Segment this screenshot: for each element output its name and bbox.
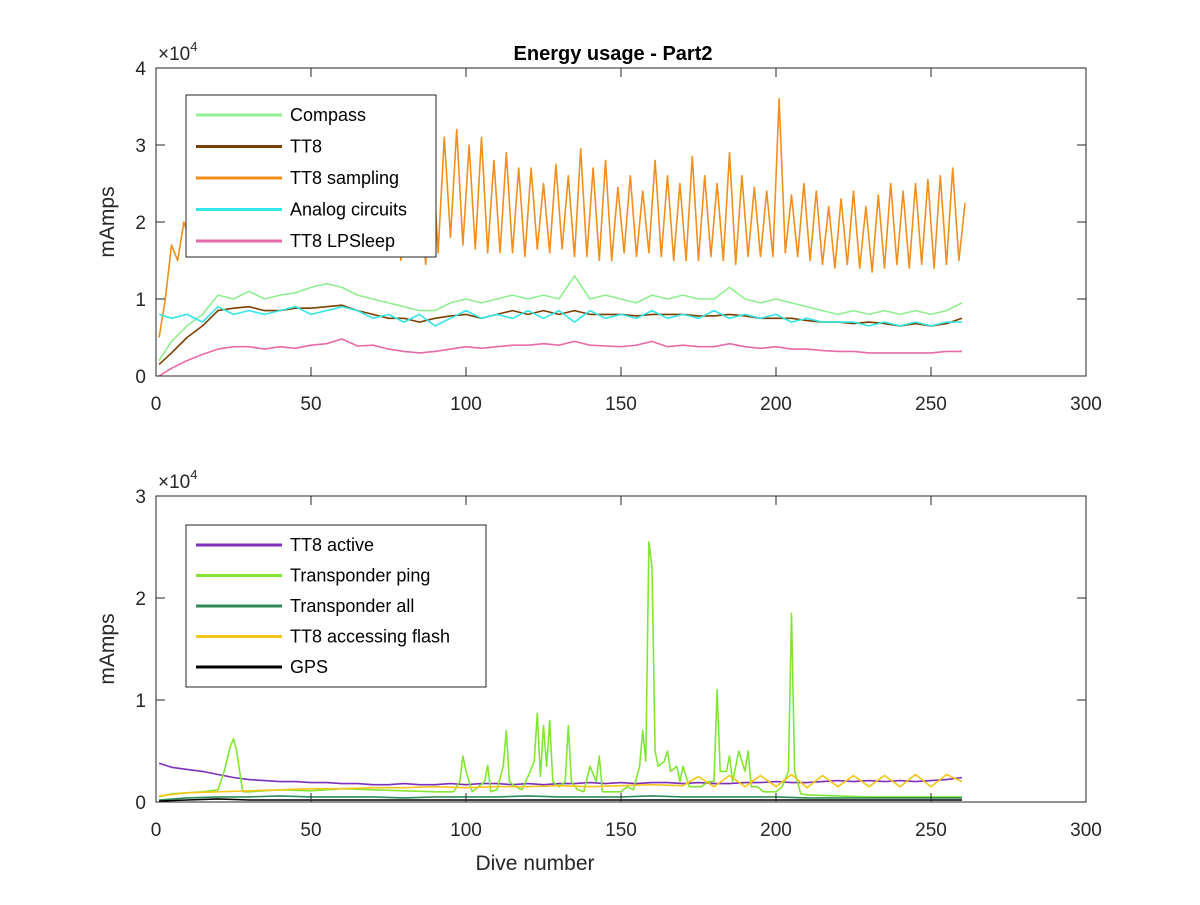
x-tick-label: 200 bbox=[760, 820, 792, 841]
legend-entry: TT8 bbox=[290, 137, 322, 157]
legend-entry: TT8 active bbox=[290, 535, 374, 555]
y-tick-label: 0 bbox=[135, 793, 146, 814]
y-tick-label: 2 bbox=[135, 213, 146, 234]
legend: TT8 active Transponder ping Transponder al… bbox=[185, 524, 487, 688]
x-tick-label: 300 bbox=[1070, 820, 1102, 841]
legend: Compass TT8 TT8 sampling Analog circuits TT8… bbox=[185, 94, 437, 258]
series-line-analog-circuits bbox=[158, 305, 962, 327]
y-tick-label: 3 bbox=[135, 136, 146, 157]
x-tick-label: 150 bbox=[605, 394, 637, 415]
series-line-tt8-active bbox=[158, 762, 963, 786]
series-line-gps bbox=[159, 798, 962, 802]
x-tick-label: 100 bbox=[450, 820, 482, 841]
x-tick-label: 0 bbox=[151, 394, 162, 415]
x-tick-label: 200 bbox=[760, 394, 792, 415]
y-tick-label: 1 bbox=[135, 290, 146, 311]
y-tick-label: 0 bbox=[135, 367, 146, 388]
x-tick-label: 250 bbox=[915, 394, 947, 415]
y-axis-label: mAmps bbox=[96, 186, 119, 257]
x-tick-label: 250 bbox=[915, 820, 947, 841]
series-line-tt8-accessing-flash bbox=[159, 773, 963, 797]
legend-entry: TT8 accessing flash bbox=[290, 627, 450, 647]
chart-1: 0 50 100 150 200 250 300 0 1 2 3 4 ×104 mAmps Energy u… bbox=[96, 39, 1102, 415]
x-axis-label: Dive number bbox=[475, 852, 594, 875]
legend-entry: TT8 LPSleep bbox=[290, 231, 395, 251]
legend-box bbox=[185, 94, 437, 258]
series-line-compass bbox=[158, 275, 963, 362]
chart-title: Energy usage - Part2 bbox=[514, 43, 713, 65]
x-tick-label: 50 bbox=[300, 820, 321, 841]
x-tick-label: 0 bbox=[151, 820, 162, 841]
x-tick-label: 300 bbox=[1070, 394, 1102, 415]
series-line-transponder-ping bbox=[158, 541, 962, 798]
legend-entry: TT8 sampling bbox=[290, 168, 399, 188]
y-exponent-label: ×104 bbox=[158, 467, 197, 493]
chart-2: 0 50 100 150 200 250 300 0 1 2 3 ×104 mAmps Dive numb… bbox=[96, 467, 1102, 875]
x-tick-label: 50 bbox=[300, 394, 321, 415]
legend-entry: GPS bbox=[290, 657, 328, 677]
y-axis-label: mAmps bbox=[96, 613, 119, 684]
legend-entry: Transponder ping bbox=[290, 566, 430, 586]
legend-entry: Transponder all bbox=[290, 596, 414, 616]
y-tick-label: 2 bbox=[135, 589, 146, 610]
series-line-tt8-lpsleep bbox=[158, 338, 962, 376]
x-tick-label: 150 bbox=[605, 820, 637, 841]
y-tick-label: 1 bbox=[135, 691, 146, 712]
x-tick-label: 100 bbox=[450, 394, 482, 415]
y-exponent-label: ×104 bbox=[158, 39, 197, 65]
y-tick-label: 3 bbox=[135, 487, 146, 508]
series-lines bbox=[158, 541, 963, 802]
series-line-transponder-all bbox=[159, 795, 962, 801]
legend-entry: Analog circuits bbox=[290, 200, 407, 220]
y-tick-label: 4 bbox=[135, 59, 146, 80]
legend-entry: Compass bbox=[290, 105, 366, 125]
